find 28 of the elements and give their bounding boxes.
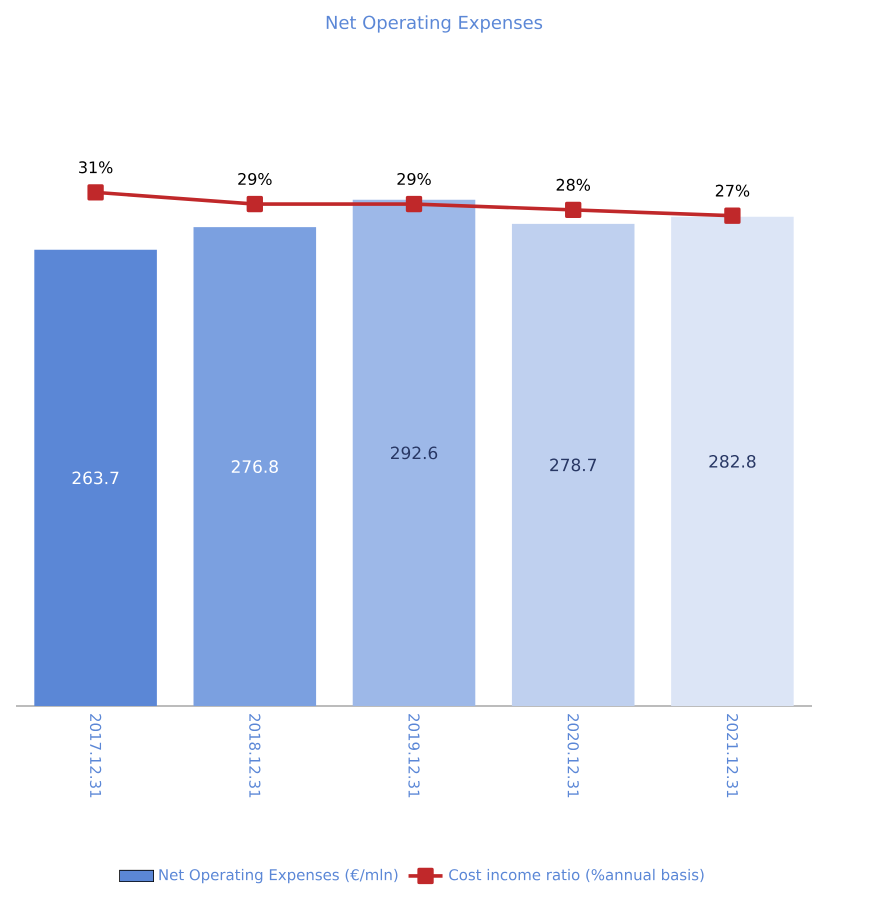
bar [194, 227, 316, 706]
data-label: 28% [556, 178, 590, 191]
x-tick-label: 2017.12.31 [90, 714, 102, 798]
data-label: 29% [238, 172, 272, 185]
legend-label: Net Operating Expenses (€/mln) [159, 868, 398, 884]
data-label: 278.7 [550, 458, 596, 472]
x-tick-label: 2018.12.31 [249, 714, 260, 798]
data-label: 263.7 [72, 471, 118, 484]
data-label: 27% [716, 184, 750, 197]
chart-title: Net Operating Expenses [326, 15, 542, 33]
data-label: 292.6 [391, 446, 438, 460]
point [724, 208, 741, 224]
point [246, 196, 263, 212]
x-tick-label: 2021.12.31 [726, 714, 738, 798]
legend-label: Cost income ratio (%annual basis) [449, 868, 704, 882]
bar [671, 216, 794, 706]
bar [34, 250, 157, 706]
data-label: 31% [79, 161, 112, 174]
point [565, 202, 582, 218]
x-tick-label: 2019.12.31 [408, 714, 420, 798]
data-label: 29% [397, 172, 431, 185]
x-tick-label: 2020.12.31 [568, 714, 579, 798]
point [406, 196, 422, 212]
bar [352, 200, 476, 706]
data-label: 276.8 [232, 460, 278, 473]
data-label: 282.8 [709, 454, 756, 468]
point [87, 184, 104, 201]
bar [512, 224, 634, 706]
